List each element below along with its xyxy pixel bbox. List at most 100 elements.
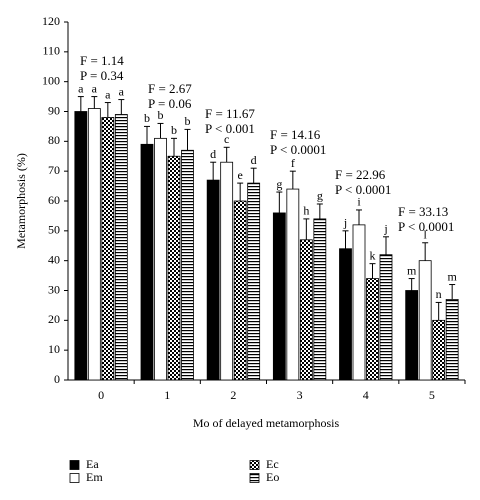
error-bar [237, 182, 244, 201]
error-bar [449, 284, 456, 300]
error-bar [91, 96, 98, 109]
significance-letter: b [185, 114, 191, 128]
significance-letter: n [436, 287, 442, 301]
y-tick-label: 20 [48, 312, 60, 326]
significance-letter: f [291, 156, 295, 170]
bar [366, 278, 379, 381]
error-bar [276, 191, 283, 213]
significance-letter: m [407, 263, 417, 277]
y-tick-label: 100 [42, 73, 60, 87]
significance-letter: h [303, 204, 309, 218]
bar [101, 117, 115, 381]
bar [286, 188, 300, 381]
significance-letter: b [144, 111, 150, 125]
y-tick-label: 0 [54, 372, 60, 386]
error-bar [184, 128, 191, 151]
x-tick-label: 4 [363, 388, 369, 402]
error-bar [144, 125, 150, 145]
bar [220, 161, 234, 381]
legend-label: Em [86, 470, 103, 484]
stat-f: F = 33.13 [398, 204, 448, 219]
bar [181, 149, 194, 381]
x-tick-label: 1 [164, 388, 170, 402]
bar [445, 299, 459, 381]
significance-letter: a [119, 84, 125, 98]
bar [167, 155, 181, 381]
legend-swatch [69, 473, 80, 483]
significance-letter: g [276, 177, 282, 191]
bar [114, 114, 128, 381]
stat-p: P = 0.34 [80, 68, 124, 83]
bar [206, 179, 220, 381]
bar [74, 111, 88, 381]
significance-letter: a [105, 87, 111, 101]
error-bar [104, 102, 111, 118]
bar [299, 239, 313, 381]
y-tick-label: 120 [42, 14, 60, 28]
significance-letter: a [78, 81, 84, 95]
bar [233, 200, 247, 381]
bar [405, 290, 419, 381]
legend-swatch [249, 460, 260, 470]
bar [432, 319, 446, 381]
bar [247, 182, 261, 381]
bar [379, 254, 393, 381]
significance-letter: l [423, 228, 427, 242]
stat-p: P < 0.001 [205, 121, 255, 136]
error-bar [383, 236, 389, 255]
bar [352, 224, 366, 381]
stat-f: F = 14.16 [270, 127, 321, 142]
x-tick-label: 5 [429, 388, 435, 402]
error-bar [435, 301, 442, 321]
stat-f: F = 1.14 [80, 53, 124, 68]
significance-letter: j [343, 216, 347, 230]
significance-letter: a [92, 81, 98, 95]
y-tick-label: 10 [48, 342, 60, 356]
error-bar [171, 137, 177, 157]
error-bar [342, 230, 349, 249]
error-bar [210, 161, 217, 181]
error-bar [250, 167, 257, 184]
y-tick-label: 110 [42, 44, 60, 58]
error-bar [157, 122, 164, 139]
y-tick-label: 80 [48, 133, 60, 147]
stat-f: F = 11.67 [205, 106, 255, 121]
significance-letter: i [357, 195, 361, 209]
x-tick-label: 0 [98, 388, 104, 402]
error-bar [422, 242, 429, 261]
significance-letter: d [251, 153, 257, 167]
error-bar [316, 203, 323, 219]
legend-label: Ec [266, 457, 279, 471]
error-bar [303, 218, 310, 240]
error-bar [369, 263, 376, 279]
error-bar [289, 170, 296, 190]
y-tick-label: 40 [48, 252, 60, 266]
error-bar [408, 278, 415, 291]
significance-letter: g [317, 189, 323, 203]
error-bar [356, 209, 362, 225]
legend-swatch [249, 473, 260, 483]
y-tick-label: 50 [48, 223, 60, 237]
significance-letter: b [171, 123, 177, 137]
legend-swatch [69, 460, 80, 470]
significance-letter: k [370, 248, 376, 262]
legend-label: Eo [266, 470, 279, 484]
significance-letter: j [383, 222, 387, 236]
y-tick-label: 70 [48, 163, 60, 177]
error-bar [223, 146, 230, 163]
x-tick-label: 2 [230, 388, 236, 402]
stat-p: P < 0.0001 [398, 219, 454, 234]
stat-p: P < 0.0001 [335, 182, 391, 197]
bar [313, 218, 327, 381]
error-bar [118, 99, 125, 115]
bar [418, 260, 432, 381]
bar [140, 143, 154, 381]
bar [339, 248, 352, 381]
error-bar [77, 96, 84, 112]
bar [272, 212, 286, 381]
y-tick-label: 30 [48, 282, 60, 296]
bar [154, 137, 167, 381]
significance-letter: m [447, 269, 457, 283]
stat-p: P < 0.0001 [270, 142, 326, 157]
